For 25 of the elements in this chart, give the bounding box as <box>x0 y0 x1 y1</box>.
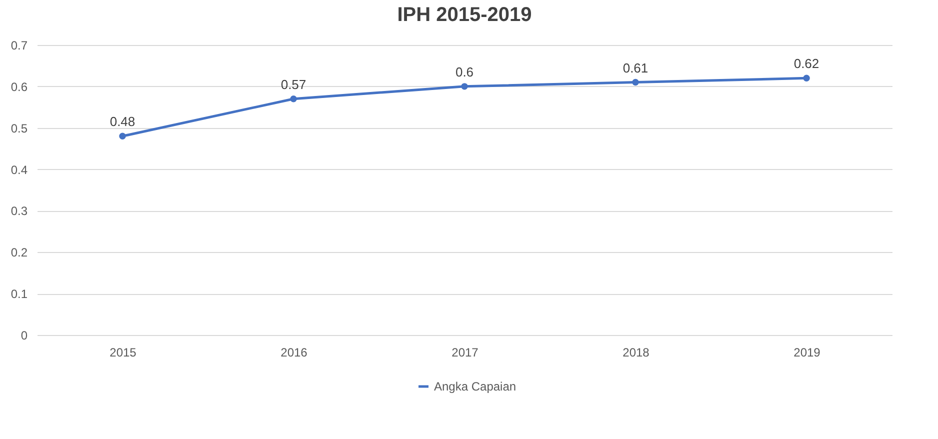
y-tick-label: 0.7 <box>10 38 28 52</box>
data-label: 0.6 <box>455 64 474 80</box>
point <box>632 78 639 86</box>
y-tick-label: 0.2 <box>10 246 28 260</box>
y-tick-label: 0.1 <box>10 287 28 302</box>
point <box>461 83 468 90</box>
x-tick-label: 2017 <box>452 346 479 360</box>
chart-title: IPH 2015-2019 <box>397 4 532 26</box>
data-label: 0.48 <box>110 114 136 130</box>
y-tick-label: 0.6 <box>10 80 28 94</box>
x-tick-label: 2015 <box>110 346 137 360</box>
y-tick-label: 0.3 <box>10 204 28 218</box>
data-label: 0.57 <box>280 76 306 92</box>
data-label: 0.62 <box>794 56 820 72</box>
data-label: 0.61 <box>622 60 648 76</box>
y-tick-label: 0.4 <box>10 162 28 177</box>
y-tick-label: 0 <box>20 328 28 342</box>
legend-label: Angka Capaian <box>434 380 516 394</box>
point <box>119 132 126 140</box>
y-tick-label: 0.5 <box>10 121 28 136</box>
point <box>290 96 297 102</box>
x-tick-label: 2016 <box>280 346 308 360</box>
x-tick-label: 2018 <box>622 346 650 360</box>
point <box>803 74 810 82</box>
x-tick-label: 2019 <box>794 346 821 360</box>
